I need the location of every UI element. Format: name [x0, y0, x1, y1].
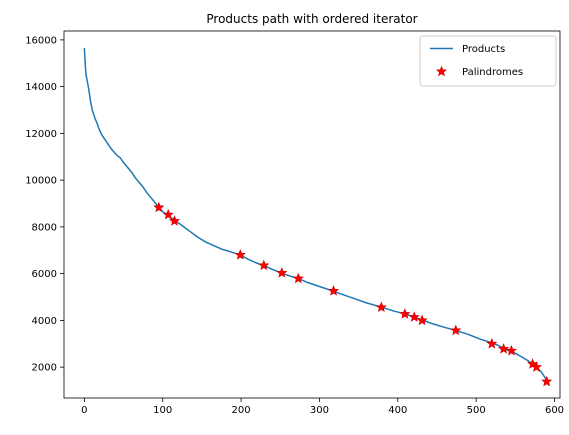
palindrome-marker: [530, 361, 543, 372]
palindrome-marker: [153, 201, 165, 213]
legend-star-icon: [435, 65, 448, 77]
palindrome-marker: [276, 267, 288, 278]
legend-palindromes-label: Palindromes: [462, 67, 523, 78]
palindrome-marker: [258, 259, 270, 271]
x-tick-label: 400: [388, 405, 407, 416]
palindrome-marker: [486, 337, 498, 349]
legend-star-marker: [435, 65, 448, 77]
palindrome-marker: [408, 311, 420, 322]
legend-products-label: Products: [462, 44, 505, 55]
y-tick-label: 2000: [32, 363, 57, 374]
palindrome-marker: [168, 215, 181, 226]
y-tick-label: 10000: [25, 176, 57, 187]
x-tick-label: 100: [153, 405, 172, 416]
x-tick-label: 500: [467, 405, 486, 416]
y-tick-label: 14000: [25, 82, 57, 93]
palindrome-marker: [375, 301, 387, 313]
y-tick-label: 12000: [25, 129, 57, 140]
palindrome-marker: [292, 272, 304, 284]
chart-title: Products path with ordered iterator: [206, 12, 417, 26]
palindrome-marker: [328, 285, 340, 296]
palindrome-marker: [505, 344, 517, 356]
x-tick-label: 0: [81, 405, 87, 416]
x-tick-label: 600: [545, 405, 564, 416]
x-tick-label: 300: [310, 405, 329, 416]
palindrome-marker: [450, 324, 462, 336]
legend: Products Palindromes: [419, 35, 557, 87]
y-tick-label: 6000: [32, 269, 57, 280]
x-tick-label: 200: [232, 405, 251, 416]
plot-area: [83, 48, 553, 387]
legend-box: [419, 35, 557, 87]
palindrome-marker: [234, 249, 246, 260]
palindrome-marker: [541, 375, 553, 387]
palindrome-marker: [162, 208, 174, 220]
y-tick-label: 16000: [25, 35, 57, 46]
y-tick-label: 4000: [32, 316, 57, 327]
y-tick-label: 8000: [32, 222, 57, 233]
palindrome-marker: [498, 343, 510, 354]
products-line: [83, 48, 549, 383]
palindrome-marker: [416, 314, 428, 326]
axes-frame: [63, 30, 561, 399]
palindrome-marker: [399, 308, 411, 319]
axes: 0 100 200 300 400 500 600 2000 4000 6000 8000 10000…: [25, 30, 564, 416]
